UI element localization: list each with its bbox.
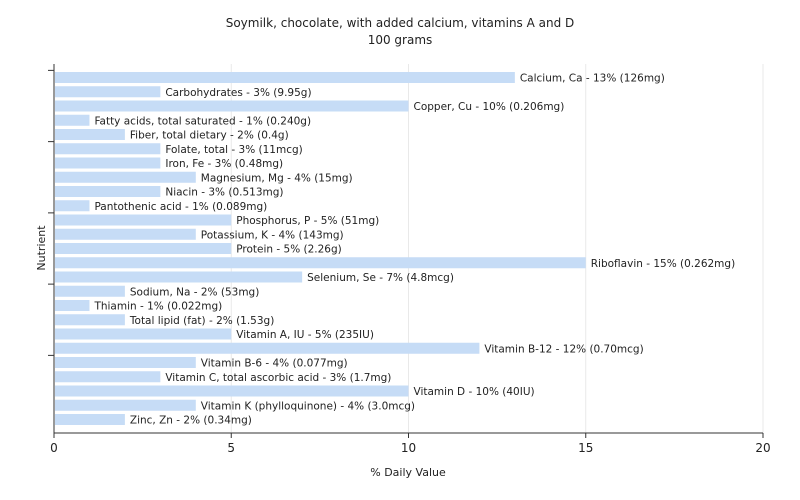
- bar-label: Niacin - 3% (0.513mg): [165, 187, 283, 199]
- bar-label: Magnesium, Mg - 4% (15mg): [201, 172, 353, 184]
- x-tick-label: 10: [401, 441, 416, 455]
- x-tick-label: 20: [755, 441, 770, 455]
- bar-label: Carbohydrates - 3% (9.95g): [165, 87, 311, 99]
- bar: [55, 171, 196, 183]
- bar-label: Vitamin A, IU - 5% (235IU): [236, 329, 374, 341]
- bar-label: Fatty acids, total saturated - 1% (0.240…: [94, 115, 311, 127]
- bar: [55, 285, 125, 297]
- bar-label: Total lipid (fat) - 2% (1.53g): [129, 315, 274, 327]
- axes: 0 5 10 15 20: [48, 64, 771, 455]
- bar: [55, 200, 90, 212]
- bar: [55, 157, 161, 169]
- y-axis-title: Nutrient: [35, 225, 48, 271]
- bar-label: Pantothenic acid - 1% (0.089mg): [94, 201, 267, 213]
- bar: [55, 114, 90, 126]
- bar-label: Sodium, Na - 2% (53mg): [130, 286, 259, 298]
- bar: [55, 214, 232, 226]
- bar: [55, 300, 90, 311]
- bar-label: Vitamin B-6 - 4% (0.077mg): [201, 358, 348, 370]
- bar: [55, 371, 161, 383]
- bars: Calcium, Ca - 13% (126mg) Carbohydrates -…: [55, 72, 735, 427]
- bar-label: Vitamin C, total ascorbic acid - 3% (1.7…: [165, 372, 391, 384]
- bar: [55, 414, 125, 425]
- bar: [55, 328, 232, 340]
- bar: [55, 86, 161, 98]
- bar-label: Protein - 5% (2.26g): [236, 244, 342, 256]
- bar-label: Thiamin - 1% (0.022mg): [93, 301, 222, 313]
- x-tick-label: 15: [578, 441, 593, 455]
- bar-label: Vitamin B-12 - 12% (0.70mcg): [484, 343, 643, 355]
- bar-label: Selenium, Se - 7% (4.8mcg): [307, 272, 454, 284]
- bar-label: Fiber, total dietary - 2% (0.4g): [130, 130, 289, 142]
- bar: [55, 342, 480, 354]
- bar-label: Zinc, Zn - 2% (0.34mg): [130, 415, 252, 427]
- bar-label: Riboflavin - 15% (0.262mg): [591, 258, 735, 270]
- bar: [55, 72, 515, 83]
- bar-label: Iron, Fe - 3% (0.48mg): [165, 158, 283, 170]
- bar-label: Potassium, K - 4% (143mg): [201, 229, 344, 241]
- bar-label: Calcium, Ca - 13% (126mg): [520, 73, 665, 85]
- chart-title: Soymilk, chocolate, with added calcium, …: [226, 16, 575, 30]
- bar-label: Folate, total - 3% (11mcg): [165, 144, 302, 156]
- bar: [55, 357, 196, 368]
- bar: [55, 271, 303, 283]
- bar: [55, 228, 196, 240]
- x-tick-label: 5: [227, 441, 235, 455]
- bar: [55, 314, 125, 326]
- bar: [55, 100, 409, 112]
- bar: [55, 243, 232, 254]
- bar: [55, 399, 196, 411]
- bar: [55, 186, 161, 197]
- bar: [55, 257, 586, 269]
- bar: [55, 143, 161, 155]
- bar-label: Vitamin K (phylloquinone) - 4% (3.0mcg): [201, 400, 415, 412]
- bar-label: Vitamin D - 10% (40IU): [414, 386, 535, 398]
- bar-label: Phosphorus, P - 5% (51mg): [236, 215, 379, 227]
- bar: [55, 129, 125, 140]
- bar-label: Copper, Cu - 10% (0.206mg): [414, 101, 565, 113]
- x-axis-title: % Daily Value: [370, 466, 446, 479]
- bar: [55, 385, 409, 397]
- x-tick-label: 0: [50, 441, 58, 455]
- chart-subtitle: 100 grams: [368, 33, 433, 47]
